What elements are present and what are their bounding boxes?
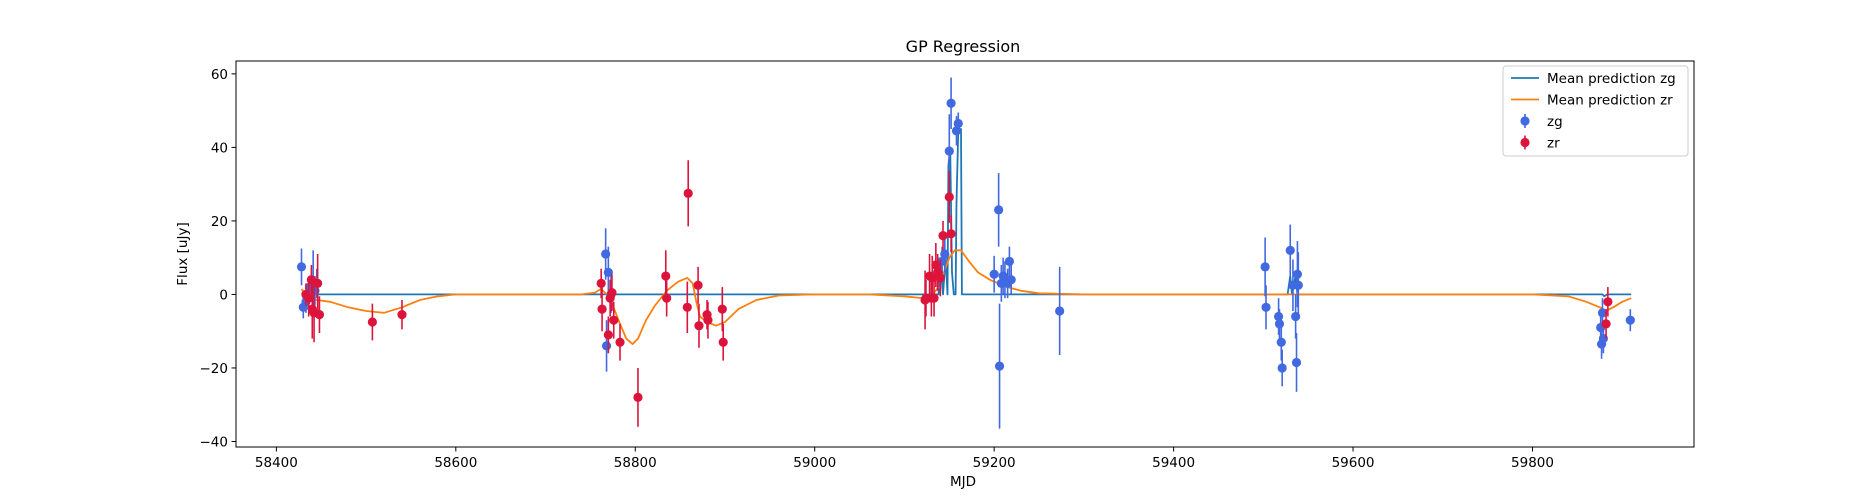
x-tick-label: 59000 <box>793 455 836 471</box>
point-zr <box>929 293 939 303</box>
y-tick-label: −20 <box>200 361 229 377</box>
point-zr <box>717 304 727 314</box>
y-tick-label: 40 <box>211 140 228 156</box>
legend: Mean prediction zg Mean prediction zr zg zr <box>1502 65 1689 157</box>
point-zg <box>1293 280 1303 290</box>
point-zr <box>615 337 625 347</box>
point-zr <box>693 280 703 290</box>
point-zr <box>603 330 613 340</box>
point-zg <box>1055 306 1065 316</box>
legend-label: Mean prediction zg <box>1547 71 1676 87</box>
point-zr <box>944 192 954 202</box>
point-zg <box>1285 245 1295 255</box>
x-tick-label: 59200 <box>973 455 1016 471</box>
legend-entry-zr: zr <box>1520 135 1560 152</box>
y-tick-label: 0 <box>219 287 228 303</box>
point-zg <box>1276 337 1286 347</box>
point-zr <box>661 271 671 281</box>
legend-entry-mean-prediction-zg: Mean prediction zg <box>1511 71 1676 87</box>
legend-entry-zg: zg <box>1520 114 1563 130</box>
point-zg <box>994 361 1005 371</box>
point-zg <box>994 205 1004 215</box>
point-zr <box>607 288 617 298</box>
legend-label: zg <box>1547 114 1563 130</box>
y-tick-label: 60 <box>211 67 228 83</box>
point-zg <box>989 269 999 279</box>
point-zr <box>938 231 948 241</box>
legend-label: zr <box>1547 136 1560 152</box>
point-zg <box>1274 319 1285 329</box>
point-zr <box>662 293 672 303</box>
y-axis-label: Flux [uJy] <box>175 222 191 285</box>
point-zr <box>596 278 606 289</box>
legend-swatch-marker <box>1520 116 1530 126</box>
point-zg <box>601 341 612 351</box>
point-zr <box>946 229 956 239</box>
x-tick-label: 59800 <box>1511 455 1554 471</box>
point-zr <box>304 293 314 303</box>
legend-box <box>1502 65 1689 157</box>
point-zg <box>603 267 613 277</box>
point-zg <box>1006 275 1016 285</box>
point-zg <box>1273 311 1284 322</box>
point-zr <box>718 337 728 347</box>
point-zg <box>296 262 307 272</box>
point-zr <box>609 315 619 325</box>
point-zg <box>1277 363 1287 373</box>
point-zg <box>1004 256 1015 266</box>
x-axis-label: MJD <box>950 474 976 490</box>
plot-content <box>296 77 1635 429</box>
legend-swatch-marker <box>1520 137 1530 148</box>
point-zr <box>1601 319 1611 329</box>
y-tick-label: −40 <box>200 434 229 450</box>
point-zr <box>397 310 407 320</box>
point-zg <box>1261 302 1271 312</box>
point-zr <box>935 273 945 283</box>
point-zr <box>633 392 643 402</box>
x-tick-label: 59600 <box>1332 455 1375 471</box>
line-mean-prediction-zr <box>300 249 1632 345</box>
plot-area <box>296 77 1635 429</box>
x-tick-label: 59400 <box>1152 455 1195 471</box>
point-zr <box>1603 297 1613 307</box>
chart-title: GP Regression <box>906 37 1021 56</box>
point-zg <box>953 118 963 129</box>
point-zr <box>314 310 325 320</box>
x-tick-label: 58400 <box>255 455 298 471</box>
point-zr <box>367 317 377 327</box>
point-zr <box>703 315 713 325</box>
point-zg <box>1291 357 1302 368</box>
axes-frame <box>235 60 1695 448</box>
point-zg <box>944 146 954 156</box>
y-tick-label: 20 <box>211 214 228 230</box>
point-zg <box>1260 262 1270 272</box>
legend-label: Mean prediction zr <box>1547 93 1673 109</box>
legend-entry-mean-prediction-zr: Mean prediction zr <box>1511 93 1673 109</box>
point-zg <box>1597 308 1608 318</box>
point-zr <box>682 302 692 312</box>
series-zr <box>301 160 1613 427</box>
x-tick-label: 58600 <box>434 455 477 471</box>
point-zr <box>683 188 693 198</box>
point-zg <box>1625 315 1635 325</box>
axes: 58400 58600 58800 59000 59200 59400 59600 59800… <box>200 60 1695 471</box>
x-tick-label: 58800 <box>614 455 657 471</box>
point-zg <box>1292 269 1303 279</box>
point-zr <box>597 304 607 314</box>
point-zg <box>946 98 956 108</box>
point-zr <box>313 278 323 289</box>
point-zr <box>694 321 704 331</box>
point-zg <box>940 249 950 259</box>
